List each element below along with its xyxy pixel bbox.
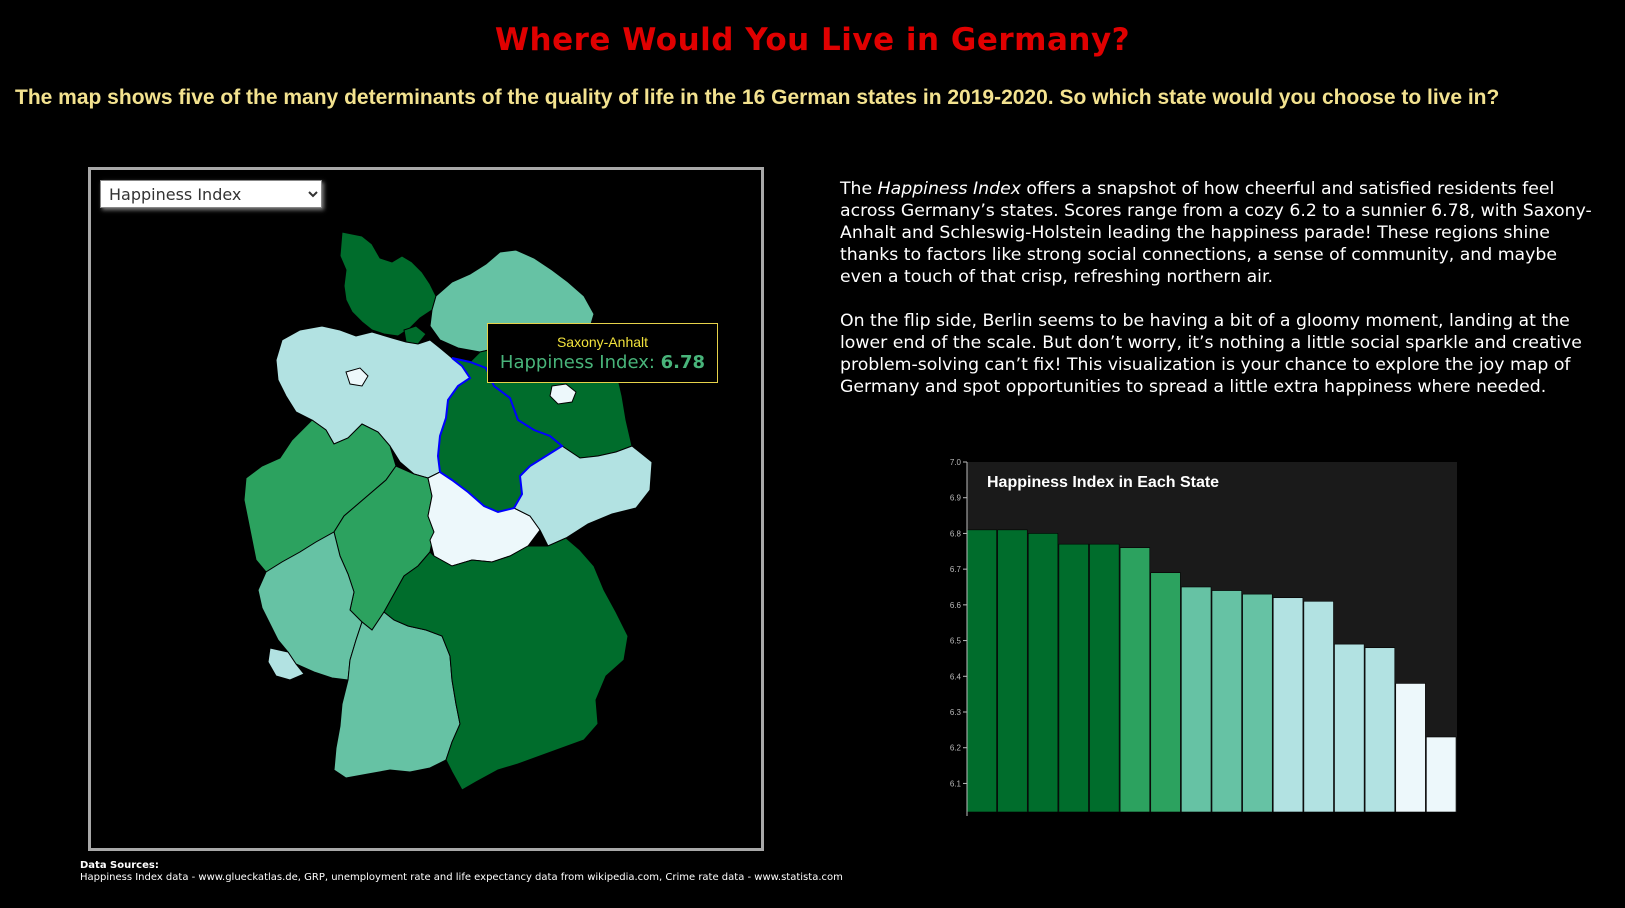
description-emphasis: Happiness Index — [877, 179, 1021, 199]
bar-13[interactable] — [1334, 643, 1365, 813]
bar-7[interactable] — [1150, 572, 1181, 813]
bar-11[interactable] — [1272, 597, 1304, 813]
highlight-outline — [436, 357, 564, 514]
description-panel: The Happiness Index offers a snapshot of… — [840, 178, 1600, 420]
chart-y-axis: 6.1 6.2 6.3 6.4 6.5 6.6 6.7 6.8 6.9 7.0 — [950, 458, 968, 816]
y-tick-label: 6.2 — [950, 744, 962, 753]
y-tick-label: 6.9 — [950, 494, 962, 503]
state-bremen[interactable] — [345, 367, 369, 387]
y-tick-label: 6.6 — [950, 601, 962, 610]
description-paragraph-1: The Happiness Index offers a snapshot of… — [840, 179, 1592, 287]
bar-14[interactable] — [1364, 647, 1396, 813]
state-berlin[interactable] — [549, 383, 577, 405]
chart-bars — [966, 529, 1457, 813]
bar-2[interactable] — [997, 529, 1028, 813]
bar-15[interactable] — [1395, 683, 1426, 813]
tooltip-metric-label: Happiness Index: — [499, 352, 655, 373]
page-subtitle: The map shows five of the many determina… — [15, 86, 1500, 109]
bar-4[interactable] — [1058, 543, 1089, 813]
y-tick-label: 6.7 — [950, 565, 962, 574]
tooltip-state-name: Saxony-Anhalt — [556, 334, 649, 350]
germany-map — [243, 231, 653, 791]
state-saarland[interactable] — [267, 647, 305, 681]
y-tick-label: 6.1 — [950, 779, 962, 788]
data-sources-label: Data Sources: — [80, 860, 159, 871]
description-paragraph-2: On the flip side, Berlin seems to be hav… — [840, 311, 1582, 397]
tooltip-metric-line: Happiness Index: 6.78 — [488, 352, 717, 373]
happiness-bar-chart: 6.1 6.2 6.3 6.4 6.5 6.6 6.7 6.8 6.9 7.0 Happiness… — [950, 458, 1457, 816]
bar-10[interactable] — [1242, 593, 1273, 813]
chart-title: Happiness Index in Each State — [987, 474, 1219, 491]
bar-9[interactable] — [1211, 590, 1242, 813]
y-tick-label: 7.0 — [950, 458, 962, 467]
data-sources-text: Happiness Index data - www.glueckatlas.d… — [80, 872, 843, 883]
tooltip-metric-value: 6.78 — [660, 352, 706, 373]
bar-1[interactable] — [966, 529, 997, 813]
state-schleswig-holstein[interactable] — [339, 231, 437, 337]
map-tooltip: Saxony-Anhalt Happiness Index: 6.78 — [487, 323, 718, 383]
data-sources: Data Sources: Happiness Index data - www… — [80, 860, 843, 884]
page-title: Where Would You Live in Germany? — [494, 22, 1131, 58]
bar-8[interactable] — [1181, 586, 1212, 813]
bar-5[interactable] — [1089, 543, 1120, 813]
bar-12[interactable] — [1303, 600, 1334, 813]
bar-3[interactable] — [1027, 533, 1059, 813]
y-tick-label: 6.5 — [950, 637, 962, 646]
y-tick-label: 6.3 — [950, 708, 962, 717]
metric-dropdown[interactable]: Happiness Index — [100, 180, 322, 208]
state-bavaria[interactable] — [383, 537, 629, 791]
bar-16[interactable] — [1426, 736, 1457, 813]
state-hamburg[interactable] — [403, 325, 427, 345]
y-tick-label: 6.4 — [950, 672, 962, 681]
bar-6[interactable] — [1119, 547, 1151, 813]
y-tick-label: 6.8 — [950, 529, 962, 538]
